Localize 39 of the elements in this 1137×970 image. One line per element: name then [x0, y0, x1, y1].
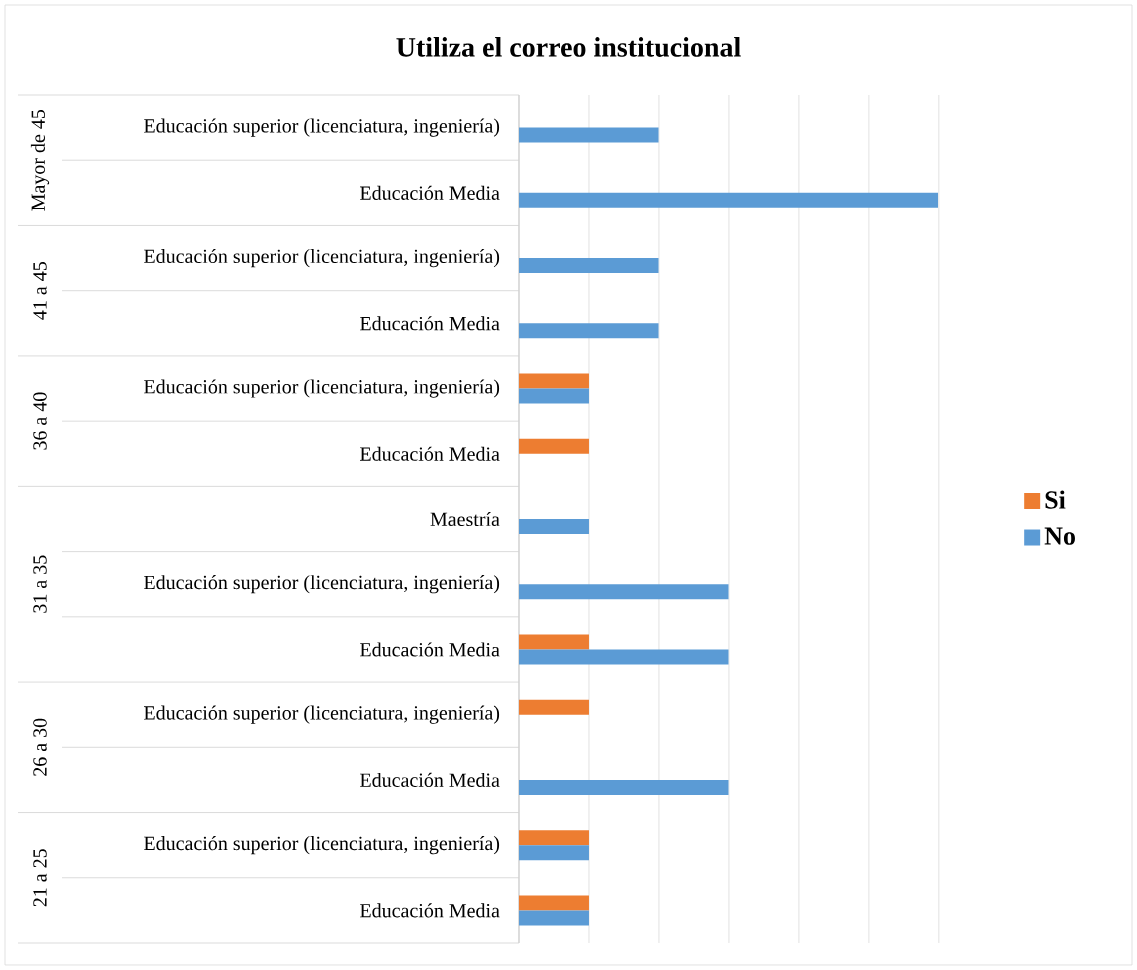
y-tick-label: Educación Media: [360, 903, 500, 918]
text: 36 a 40: [33, 392, 47, 450]
y-tick-label: Educación Media: [360, 446, 500, 461]
y-tick-label: Educación superior (licenciatura, ingeniería): [144, 379, 500, 398]
bar: [519, 649, 729, 665]
bar: [519, 192, 939, 208]
text: 21 a 25: [33, 849, 47, 907]
y-tick-label: Educación superior (licenciatura, ingeniería): [144, 118, 500, 137]
bar: [519, 388, 589, 404]
y-tick-label: Educación superior (licenciatura, ingeniería): [144, 248, 500, 268]
y-tick-label: Educación superior (licenciatura, ingeniería): [144, 705, 500, 724]
y-tick-label: Educación Media: [360, 772, 500, 787]
y-tick-label: Educación Media: [360, 642, 500, 657]
bar: [519, 258, 659, 274]
text: 26 a 30: [33, 718, 47, 776]
bar: [519, 373, 589, 389]
bar: [519, 438, 589, 454]
y-tick-label: Educación superior (licenciatura, ingeniería): [144, 575, 500, 594]
text: Mayor de 45: [30, 109, 50, 211]
bar: [519, 779, 729, 795]
y-tick-label: Maestría: [430, 511, 500, 527]
bar: [519, 699, 589, 715]
bar: [519, 519, 589, 534]
y-tick-label: Educación Media: [360, 185, 500, 200]
chart-title: Utiliza el correo institucional: [396, 37, 741, 57]
bar: [519, 910, 589, 926]
text: 31 a 35: [33, 555, 47, 613]
text: 41 a 45: [33, 262, 47, 320]
y-tick-label: Educación Media: [360, 316, 500, 331]
y-tick-label: Educación superior (licenciatura, ingeniería): [144, 836, 500, 855]
bar: [519, 323, 659, 339]
bar: [519, 895, 589, 911]
bar: [519, 584, 729, 600]
bar: [519, 845, 589, 861]
bar: [519, 830, 589, 846]
bar: [519, 127, 659, 143]
legend-label: No: [1044, 527, 1075, 545]
bar: [519, 634, 589, 650]
legend-label: Si: [1045, 490, 1066, 509]
